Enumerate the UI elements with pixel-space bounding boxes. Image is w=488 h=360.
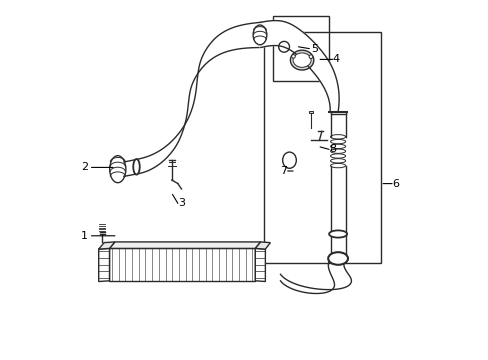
Ellipse shape — [292, 53, 310, 67]
Text: 2: 2 — [81, 162, 88, 172]
Text: 5: 5 — [310, 44, 318, 54]
Polygon shape — [99, 242, 115, 249]
Ellipse shape — [330, 139, 345, 144]
FancyBboxPatch shape — [308, 111, 313, 113]
Ellipse shape — [328, 230, 346, 238]
Ellipse shape — [253, 25, 266, 45]
Polygon shape — [255, 248, 265, 282]
Ellipse shape — [282, 152, 296, 168]
Polygon shape — [260, 21, 339, 112]
Polygon shape — [109, 242, 260, 248]
Ellipse shape — [133, 159, 140, 175]
Ellipse shape — [327, 252, 347, 265]
Text: 7: 7 — [280, 166, 287, 176]
Ellipse shape — [330, 154, 345, 158]
Ellipse shape — [290, 50, 313, 70]
Text: 6: 6 — [391, 179, 398, 189]
Ellipse shape — [330, 149, 345, 153]
Polygon shape — [123, 22, 260, 176]
Ellipse shape — [109, 156, 125, 183]
Polygon shape — [109, 248, 255, 281]
Ellipse shape — [330, 159, 345, 163]
Ellipse shape — [308, 55, 312, 58]
Text: 4: 4 — [332, 54, 339, 64]
Ellipse shape — [330, 135, 345, 139]
Polygon shape — [99, 248, 109, 282]
Bar — [273, 16, 328, 81]
Text: 1: 1 — [81, 231, 88, 241]
Text: 3: 3 — [178, 198, 184, 208]
Ellipse shape — [330, 144, 345, 149]
Ellipse shape — [291, 55, 295, 58]
Ellipse shape — [330, 163, 345, 168]
Bar — [264, 32, 381, 263]
Ellipse shape — [278, 41, 289, 52]
Text: 8: 8 — [328, 144, 336, 154]
Polygon shape — [255, 242, 270, 249]
